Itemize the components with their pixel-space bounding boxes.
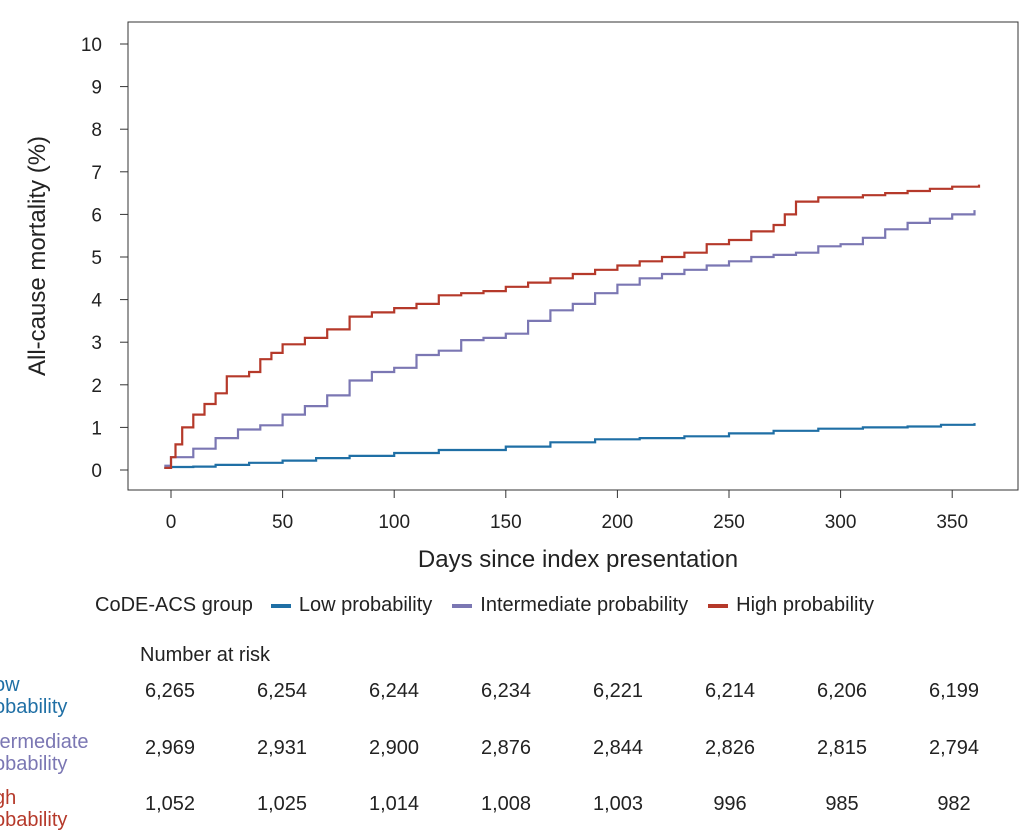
risk-cell: 1,008 bbox=[480, 793, 532, 815]
y-tick-label-6: 6 bbox=[91, 205, 102, 226]
series-line-intermediate-probability bbox=[164, 210, 976, 467]
y-tick-label-3: 3 bbox=[91, 333, 102, 354]
risk-cell: 6,221 bbox=[592, 680, 644, 702]
y-tick-label-4: 4 bbox=[91, 291, 102, 312]
risk-cell: 2,876 bbox=[480, 737, 532, 759]
risk-cell: 2,900 bbox=[368, 737, 420, 759]
y-tick-label-5: 5 bbox=[91, 248, 102, 269]
y-tick-label-10: 10 bbox=[81, 35, 102, 56]
risk-cell: 6,214 bbox=[704, 680, 756, 702]
y-tick-label-8: 8 bbox=[91, 120, 102, 141]
risk-cell: 6,244 bbox=[368, 680, 420, 702]
risk-cell: 2,794 bbox=[928, 737, 980, 759]
x-tick-label-200: 200 bbox=[602, 512, 634, 533]
x-tick-label-150: 150 bbox=[490, 512, 522, 533]
y-tick-label-0: 0 bbox=[91, 461, 102, 482]
risk-cell: 6,265 bbox=[144, 680, 196, 702]
y-tick-label-9: 9 bbox=[91, 78, 102, 99]
y-axis: 0 1 2 3 4 5 6 7 8 9 10 bbox=[81, 35, 128, 482]
risk-cell: 2,815 bbox=[816, 737, 868, 759]
risk-cell: 2,931 bbox=[256, 737, 308, 759]
risk-cell: 2,969 bbox=[144, 737, 196, 759]
legend-title: CoDE-ACS group bbox=[95, 594, 253, 616]
x-tick-label-50: 50 bbox=[272, 512, 293, 533]
y-axis-title: All-cause mortality (%) bbox=[24, 136, 51, 376]
x-axis: 0 50 100 150 200 250 300 350 bbox=[166, 490, 968, 533]
x-tick-label-0: 0 bbox=[166, 512, 177, 533]
x-tick-label-300: 300 bbox=[825, 512, 857, 533]
risk-cell: 6,234 bbox=[480, 680, 532, 702]
legend-label-low: Low probability bbox=[298, 594, 433, 616]
risk-cell: 2,844 bbox=[592, 737, 644, 759]
risk-cell: 1,025 bbox=[256, 793, 308, 815]
risk-cell: 982 bbox=[937, 793, 971, 815]
risk-cell: 996 bbox=[713, 793, 747, 815]
x-tick-label-250: 250 bbox=[713, 512, 745, 533]
plot-frame bbox=[127, 21, 1019, 491]
risk-table-title: Number at risk bbox=[140, 644, 271, 666]
y-tick-label-7: 7 bbox=[91, 163, 102, 184]
series-line-high-probability bbox=[164, 184, 981, 469]
legend-swatch-high bbox=[708, 603, 729, 608]
y-tick-label-2: 2 bbox=[91, 376, 102, 397]
risk-cell: 1,052 bbox=[144, 793, 196, 815]
risk-cell: 6,254 bbox=[256, 680, 308, 702]
risk-row-label-1: termediate obability bbox=[0, 731, 89, 775]
series-line-low-probability bbox=[164, 423, 976, 469]
risk-cell: 6,206 bbox=[816, 680, 868, 702]
legend-swatch-low bbox=[270, 603, 291, 608]
x-tick-label-350: 350 bbox=[936, 512, 968, 533]
legend-label-intermediate: Intermediate probability bbox=[480, 594, 689, 616]
risk-row-label-2: gh obability bbox=[0, 787, 68, 831]
legend-swatch-intermediate bbox=[452, 603, 473, 608]
km-chart: 0 1 2 3 4 5 6 7 8 9 10 0 50 100 150 200 250 300 350 All-c… bbox=[24, 21, 1019, 573]
risk-cell: 1,003 bbox=[592, 793, 644, 815]
legend-label-high: High probability bbox=[736, 594, 875, 616]
risk-cell: 1,014 bbox=[368, 793, 420, 815]
risk-cell: 6,199 bbox=[928, 680, 980, 702]
x-axis-title: Days since index presentation bbox=[418, 546, 738, 573]
legend: CoDE-ACS group Low probability Intermedi… bbox=[95, 594, 874, 617]
risk-cell: 985 bbox=[825, 793, 859, 815]
x-tick-label-100: 100 bbox=[378, 512, 410, 533]
y-tick-label-1: 1 bbox=[91, 418, 102, 439]
survival-lines bbox=[164, 184, 981, 469]
risk-cell: 2,826 bbox=[704, 737, 756, 759]
risk-row-label-0: ow obability bbox=[0, 674, 68, 718]
